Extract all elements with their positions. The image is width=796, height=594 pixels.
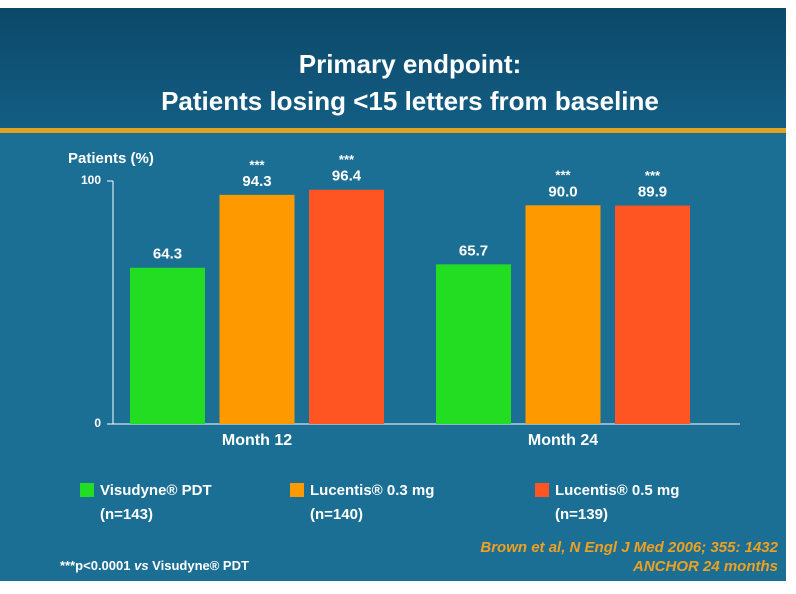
x-tick-label: Month 24 — [528, 432, 598, 449]
value-label: 94.3 — [242, 173, 271, 190]
significance: *** — [555, 168, 571, 183]
footnote-part: vs — [134, 558, 148, 573]
significance: *** — [339, 152, 355, 167]
significance: *** — [645, 168, 661, 183]
legend-note: (n=140) — [310, 506, 363, 523]
footnote-part: ***p<0.0001 — [60, 558, 134, 573]
value-label: 64.3 — [153, 246, 182, 263]
legend-label: Visudyne® PDT — [100, 482, 212, 499]
title-line: Patients losing <15 letters from baselin… — [161, 86, 659, 116]
footnote-part: Visudyne® PDT — [149, 558, 249, 573]
bar — [309, 189, 384, 424]
bar — [615, 205, 690, 424]
legend-note: (n=139) — [555, 506, 608, 523]
title-band — [0, 8, 786, 128]
legend-label: Lucentis® 0.5 mg — [555, 482, 679, 499]
y-tick-label: 0 — [94, 416, 101, 430]
x-tick-label: Month 12 — [222, 432, 292, 449]
legend-label: Lucentis® 0.3 mg — [310, 482, 434, 499]
value-label: 65.7 — [459, 242, 488, 259]
y-axis-label: Patients (%) — [68, 150, 154, 167]
legend-swatch — [80, 483, 94, 497]
title-line: Primary endpoint: — [299, 49, 521, 79]
legend-note: (n=143) — [100, 506, 153, 523]
value-label: 89.9 — [638, 184, 667, 201]
y-tick-label: 100 — [81, 173, 101, 187]
bar — [436, 264, 511, 424]
bar — [219, 194, 295, 424]
footnote: ***p<0.0001 vs Visudyne® PDT — [60, 558, 249, 573]
legend-swatch — [535, 483, 549, 497]
legend-swatch — [290, 483, 304, 497]
bar — [130, 267, 205, 424]
bar — [525, 205, 601, 424]
value-label: 96.4 — [332, 168, 362, 185]
source: Brown et al, N Engl J Med 2006; 355: 143… — [480, 539, 778, 556]
significance: *** — [249, 157, 265, 172]
value-label: 90.0 — [548, 183, 577, 200]
source: ANCHOR 24 months — [632, 558, 778, 575]
divider — [0, 128, 786, 133]
